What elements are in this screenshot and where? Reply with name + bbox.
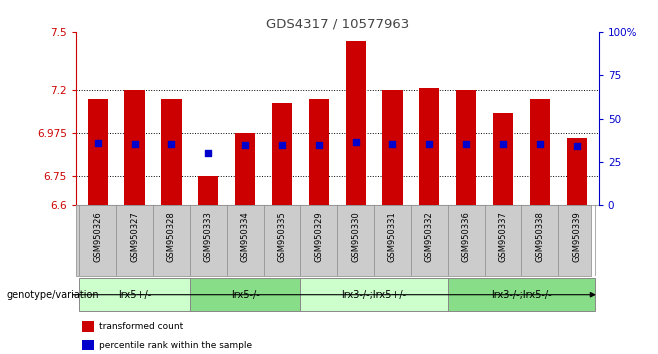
Point [93, 140, 103, 145]
Point [571, 143, 582, 148]
Text: lrx5-/-: lrx5-/- [231, 290, 259, 300]
Text: GSM950339: GSM950339 [572, 211, 581, 262]
Bar [190, 278, 301, 312]
Text: GSM950337: GSM950337 [499, 211, 507, 262]
Bar [80, 278, 190, 312]
Text: transformed count: transformed count [99, 322, 183, 331]
Bar [88, 99, 108, 205]
Point [203, 150, 214, 156]
Point [240, 142, 251, 147]
Title: GDS4317 / 10577963: GDS4317 / 10577963 [266, 18, 409, 31]
Bar [198, 176, 218, 205]
Point [387, 141, 397, 147]
Bar [301, 278, 447, 312]
Point [461, 141, 471, 147]
Text: genotype/variation: genotype/variation [7, 290, 99, 300]
Text: GSM950332: GSM950332 [425, 211, 434, 262]
Text: GSM950336: GSM950336 [462, 211, 470, 262]
Bar [161, 99, 182, 205]
Text: GSM950333: GSM950333 [204, 211, 213, 262]
Bar [567, 138, 587, 205]
Text: percentile rank within the sample: percentile rank within the sample [99, 341, 252, 350]
Bar [493, 113, 513, 205]
Bar [382, 90, 403, 205]
Point [424, 141, 434, 147]
Text: GSM950335: GSM950335 [278, 211, 286, 262]
Bar [447, 278, 595, 312]
Bar [309, 99, 329, 205]
Bar [419, 88, 440, 205]
Text: GSM950331: GSM950331 [388, 211, 397, 262]
Point [350, 139, 361, 144]
Point [130, 141, 140, 147]
Text: lrx3-/-;lrx5+/-: lrx3-/-;lrx5+/- [342, 290, 407, 300]
Text: lrx5+/-: lrx5+/- [118, 290, 151, 300]
Text: GSM950334: GSM950334 [241, 211, 249, 262]
Bar [124, 90, 145, 205]
Text: GSM950328: GSM950328 [167, 211, 176, 262]
Point [166, 141, 177, 147]
Text: lrx3-/-;lrx5-/-: lrx3-/-;lrx5-/- [491, 290, 551, 300]
Bar [272, 103, 292, 205]
Text: GSM950330: GSM950330 [351, 211, 360, 262]
Point [534, 141, 545, 147]
Text: GSM950329: GSM950329 [315, 211, 323, 262]
Bar [456, 90, 476, 205]
Text: GSM950326: GSM950326 [93, 211, 102, 262]
Point [497, 141, 508, 147]
Text: GSM950327: GSM950327 [130, 211, 139, 262]
Point [277, 142, 288, 147]
Bar [530, 99, 550, 205]
Bar [235, 133, 255, 205]
Text: GSM950338: GSM950338 [536, 211, 544, 262]
Bar [345, 41, 366, 205]
Point [314, 142, 324, 147]
